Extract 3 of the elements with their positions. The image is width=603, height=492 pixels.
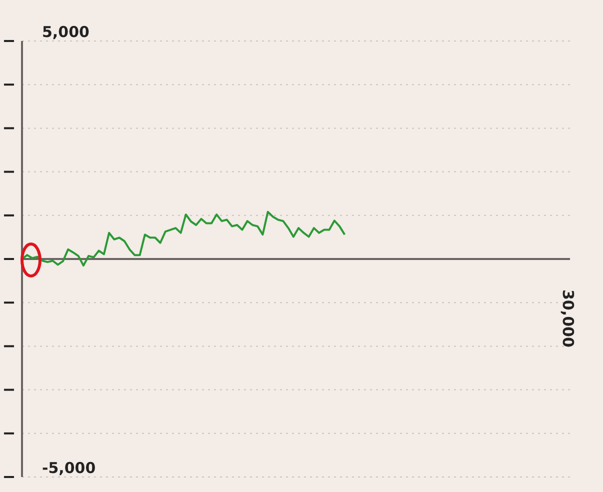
y-tick-label: -5,000: [42, 459, 96, 477]
annotation: 30,000: [559, 290, 577, 348]
y-tick-label: 5,000: [42, 23, 90, 41]
